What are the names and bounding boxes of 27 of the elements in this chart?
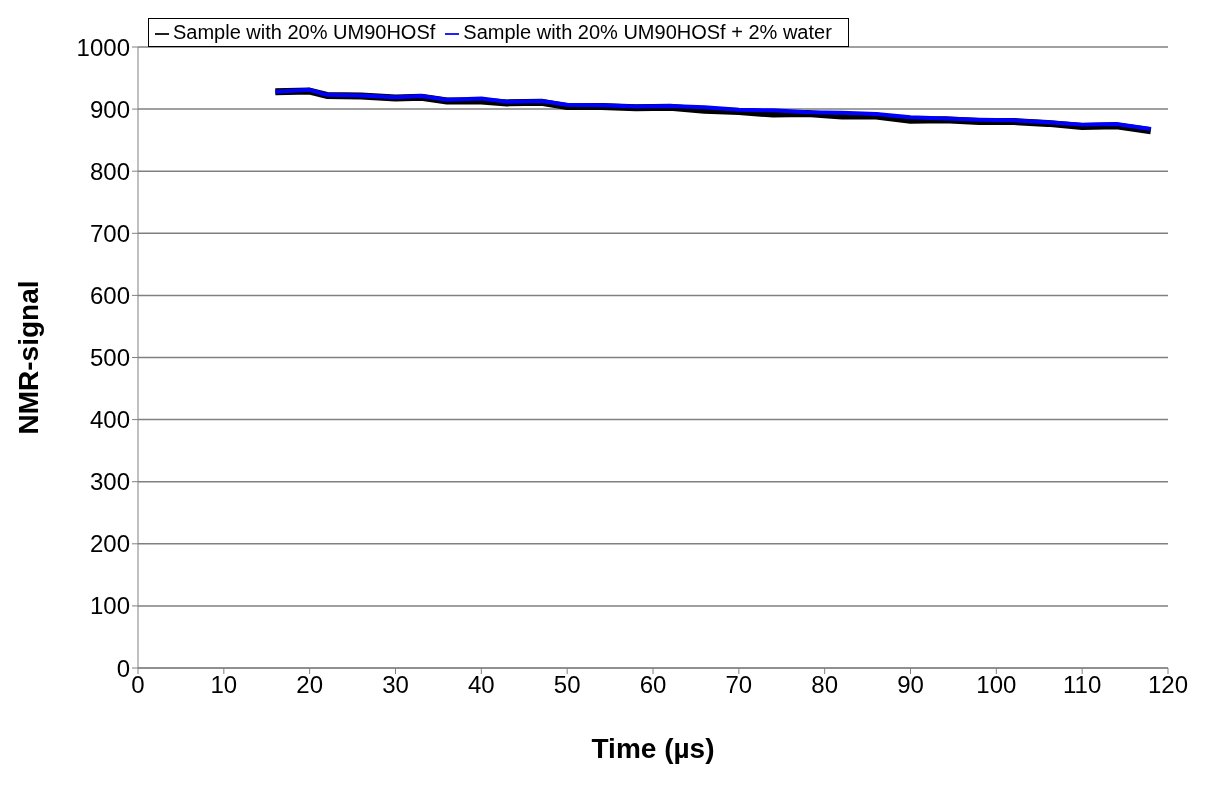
y-tick-label: 900 [89, 95, 130, 123]
x-axis-title: Time (µs) [591, 733, 715, 764]
x-tick-label: 10 [210, 671, 238, 699]
y-tick-label: 0 [116, 654, 130, 682]
legend-label: Sample with 20% UM90HOSf [173, 21, 436, 43]
x-tick-label: 50 [553, 671, 581, 699]
y-tick-label: 400 [89, 406, 130, 434]
y-tick-label: 500 [89, 344, 130, 372]
x-tick-label: 110 [1063, 671, 1102, 699]
x-tick-label: 90 [897, 671, 924, 699]
x-tick-label: 120 [1147, 671, 1189, 699]
x-tick-label: 40 [467, 671, 495, 699]
y-tick-label: 100 [89, 592, 130, 620]
x-tick-label: 100 [976, 671, 1017, 699]
x-tick-label: 60 [639, 671, 667, 699]
x-tick-label: 80 [811, 671, 839, 699]
x-tick-label: 70 [725, 671, 753, 699]
y-tick-label: 700 [89, 219, 130, 247]
y-tick-label: 300 [89, 468, 130, 496]
y-tick-label: 800 [89, 157, 130, 185]
y-tick-label: 600 [89, 281, 130, 309]
x-tick-label: 30 [382, 671, 409, 699]
y-tick-label: 200 [89, 530, 130, 558]
y-axis-title: NMR-signal [12, 280, 44, 435]
legend-label: Sample with 20% UM90HOSf + 2% water [463, 21, 832, 43]
x-tick-label: 20 [296, 671, 324, 699]
y-tick-label: 1000 [76, 33, 130, 61]
